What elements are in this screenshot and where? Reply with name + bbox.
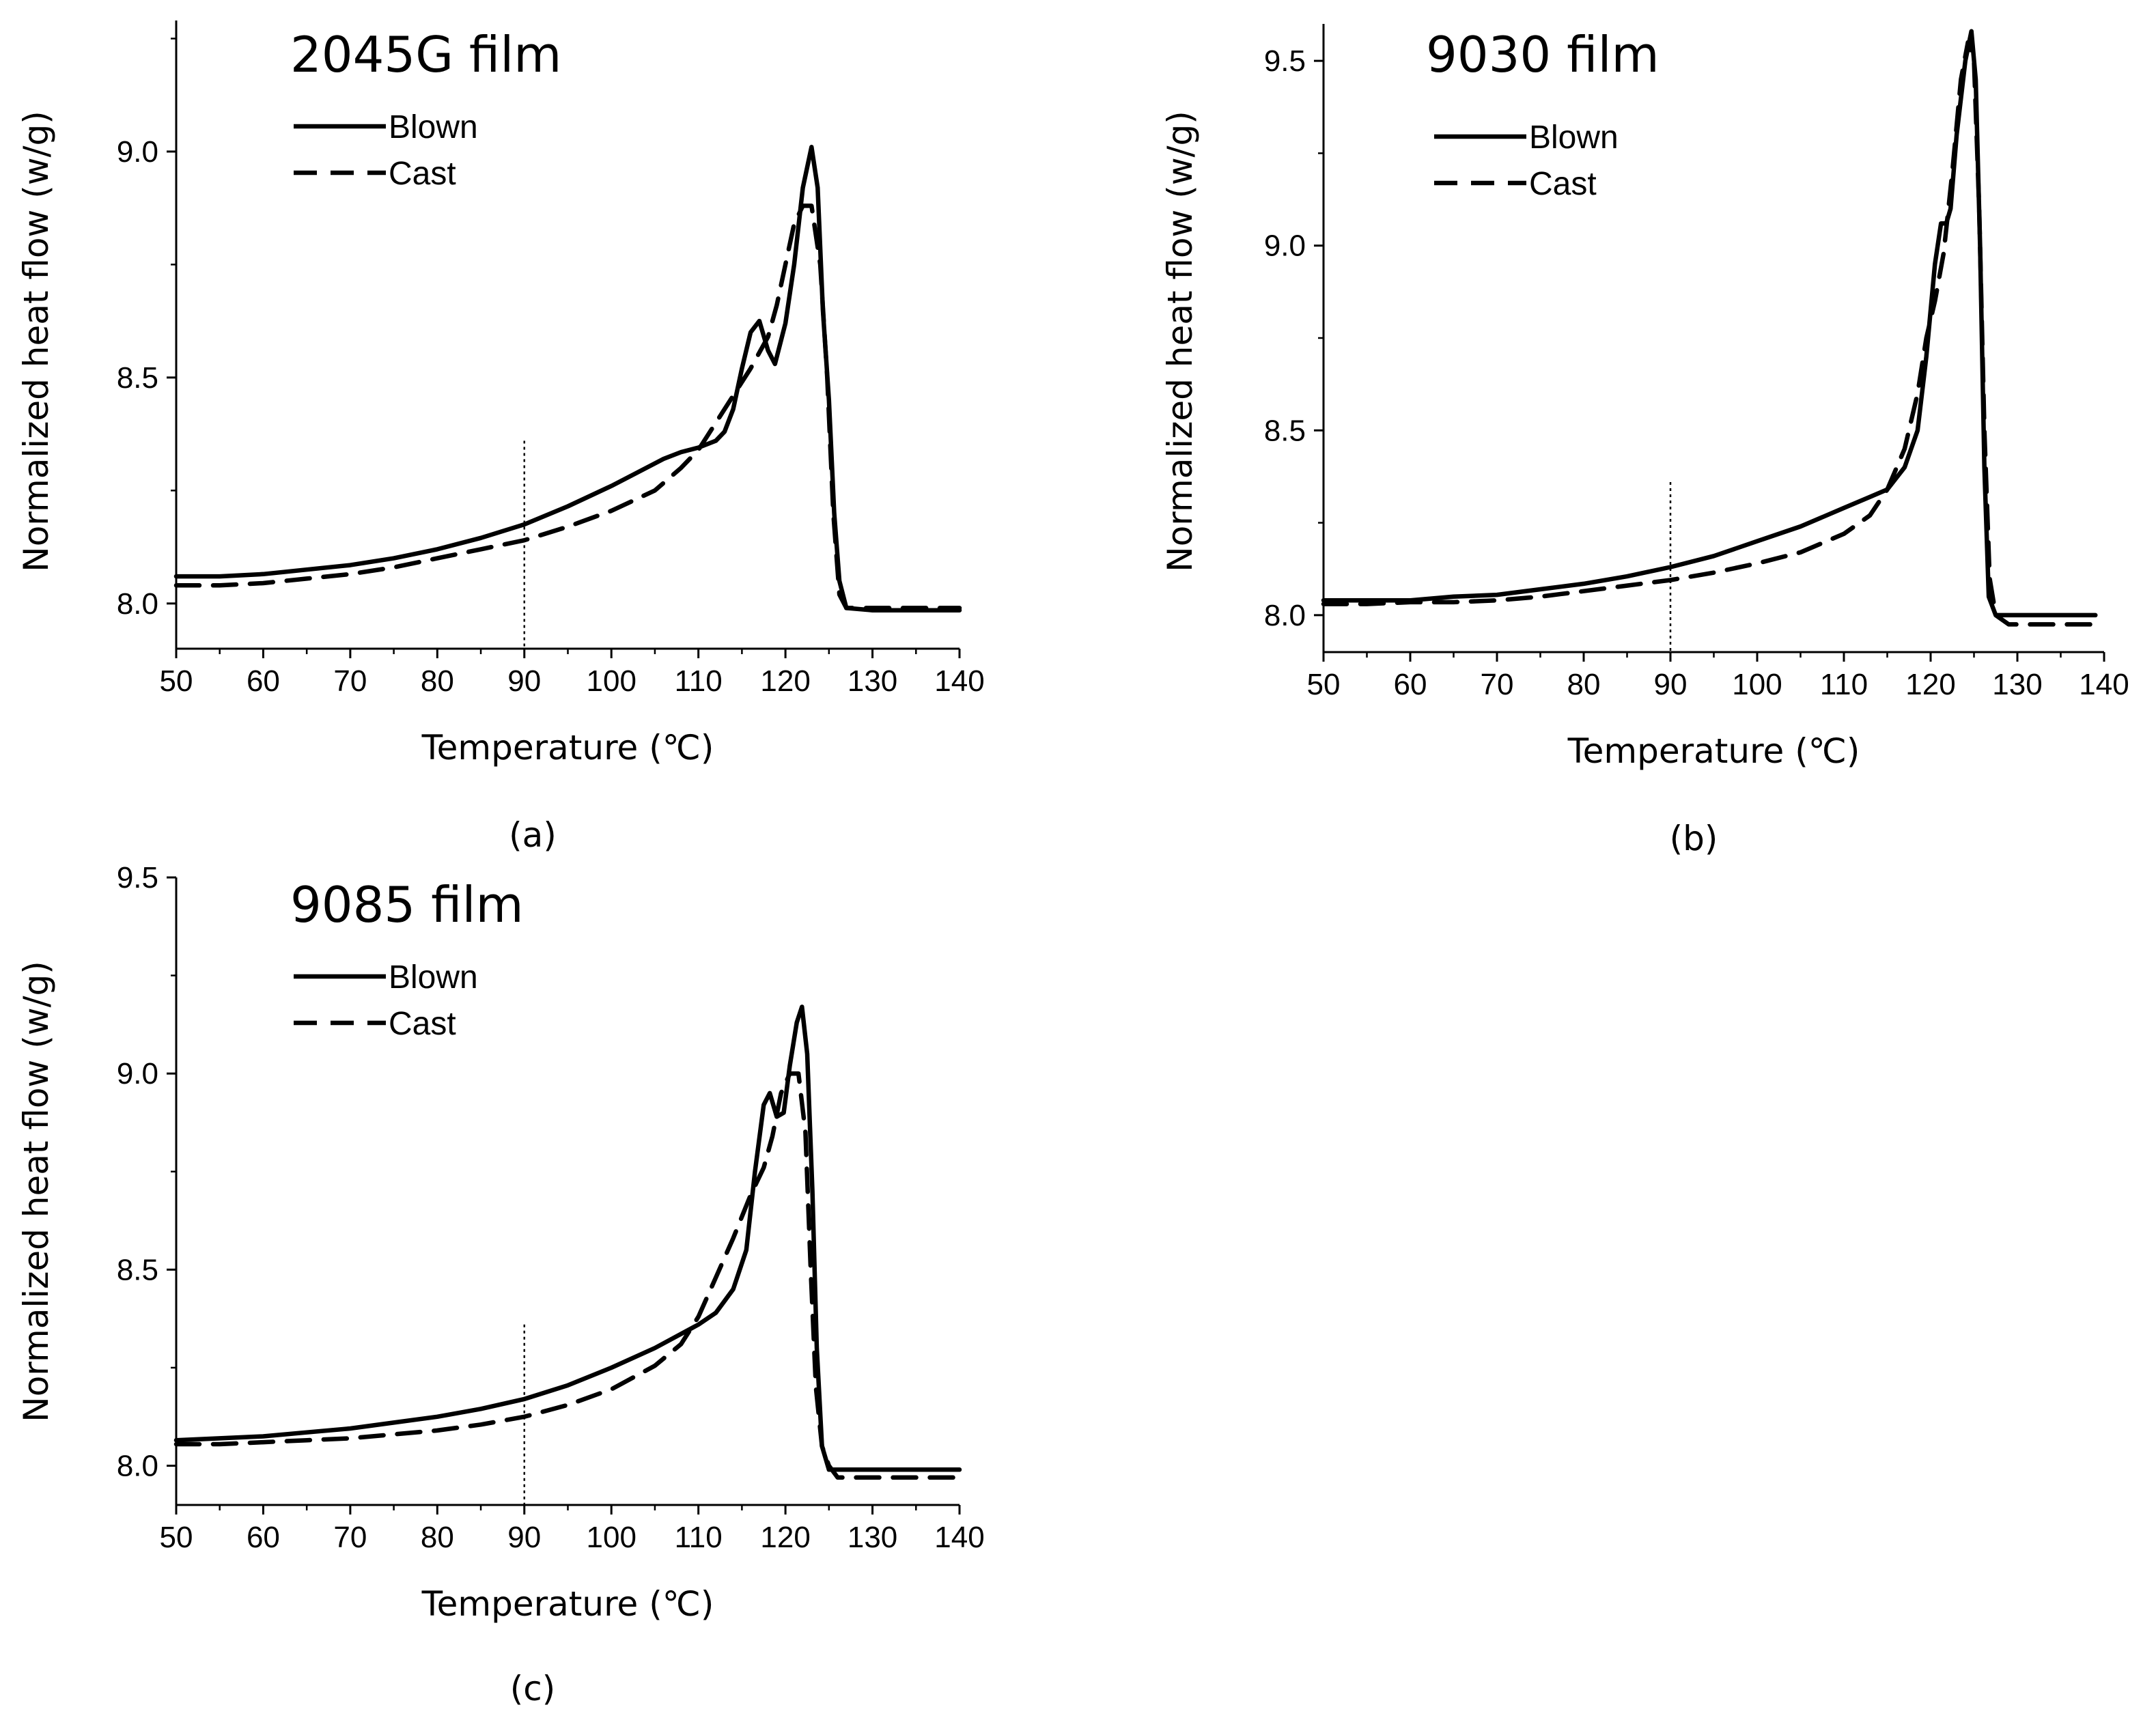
chart-c-x-tick-label: 120 (760, 1521, 810, 1554)
chart-c-x-tick-label: 130 (848, 1521, 897, 1554)
chart-b-legend-label-blown: Blown (1529, 119, 1619, 156)
chart-c-x-tick-label: 100 (587, 1521, 636, 1554)
chart-b-y-tick-label: 8.5 (1264, 414, 1306, 447)
chart-a-x-tick-label: 120 (760, 664, 810, 698)
chart-b-x-tick-label: 110 (1820, 668, 1868, 701)
chart-b-x-tick-label: 120 (1905, 668, 1955, 701)
chart-b-x-tick-label: 140 (2079, 668, 2129, 701)
chart-b-ticks: 50 60 70 80 90 100 110 120 130 140 8.0 8.5 9.0 9.5 (1264, 44, 2129, 701)
chart-c-y-tick-label: 8.0 (117, 1450, 158, 1483)
chart-c-ticks: 50 60 70 80 90 100 110 120 130 140 8.0 8.5 9.0 9.5 (117, 861, 985, 1554)
chart-b-legend-label-cast: Cast (1529, 166, 1597, 202)
chart-c-y-tick-label: 9.0 (117, 1057, 158, 1090)
chart-a-y-axis-label: Normalized heat flow (w/g) (16, 111, 56, 572)
chart-a-x-axis-label: Temperature (℃) (421, 728, 714, 768)
chart-b-x-tick-label: 130 (1992, 668, 2042, 701)
chart-a-x-tick-label: 90 (507, 664, 541, 698)
chart-panel-b: 50 60 70 80 90 100 110 120 130 140 8.0 8.5 9.0 9.5 90… (1160, 24, 2129, 858)
chart-a-legend: Blown Cast (294, 109, 478, 192)
chart-c-legend-label-blown: Blown (389, 959, 478, 996)
chart-a-y-tick-label: 8.5 (117, 361, 158, 395)
chart-c-x-tick-label: 60 (247, 1521, 280, 1554)
chart-c-x-tick-label: 110 (675, 1521, 723, 1554)
chart-a-x-tick-label: 140 (934, 664, 984, 698)
chart-c-x-tick-label: 70 (333, 1521, 367, 1554)
chart-a-x-tick-label: 100 (587, 664, 636, 698)
chart-b-caption: (b) (1670, 819, 1718, 858)
chart-a-y-tick-label: 8.0 (117, 587, 158, 621)
chart-b-x-tick-label: 50 (1307, 668, 1341, 701)
chart-c-title: 9085 film (290, 876, 524, 933)
chart-panel-c: 50 60 70 80 90 100 110 120 130 140 8.0 8.5 9.0 9.5 90… (16, 861, 985, 1708)
chart-b-title: 9030 film (1426, 26, 1660, 83)
chart-a-title: 2045G film (290, 26, 561, 83)
chart-b-x-tick-label: 60 (1394, 668, 1427, 701)
chart-c-series-blown (173, 1004, 962, 1472)
chart-b-legend: Blown Cast (1434, 119, 1619, 202)
chart-a-x-tick-label: 60 (247, 664, 280, 698)
chart-a-x-tick-label: 50 (160, 664, 193, 698)
chart-panel-a: 50 60 70 80 90 100 110 120 130 140 8.0 8.5 9.0 2045G… (16, 20, 985, 855)
chart-c-legend-label-cast: Cast (389, 1006, 456, 1042)
chart-c-y-tick-label: 9.5 (117, 861, 158, 895)
chart-c-legend: Blown Cast (294, 959, 478, 1042)
chart-b-series-cast (1321, 40, 2098, 627)
chart-b-series (1321, 29, 2098, 627)
chart-b-x-tick-label: 70 (1481, 668, 1514, 701)
chart-c-x-tick-label: 80 (421, 1521, 454, 1554)
chart-a-x-tick-label: 80 (421, 664, 454, 698)
chart-a-series (173, 145, 962, 612)
chart-b-x-axis-label: Temperature (℃) (1567, 731, 1860, 771)
chart-b-x-tick-label: 80 (1567, 668, 1601, 701)
chart-b-x-tick-label: 90 (1654, 668, 1688, 701)
chart-a-legend-label-blown: Blown (389, 109, 478, 145)
chart-b-y-tick-label: 9.0 (1264, 229, 1306, 263)
chart-a-ticks: 50 60 70 80 90 100 110 120 130 140 8.0 8.5 9.0 (117, 38, 985, 698)
chart-a-x-tick-label: 130 (848, 664, 897, 698)
chart-c-y-tick-label: 8.5 (117, 1253, 158, 1286)
chart-c-y-axis-label: Normalized heat flow (w/g) (16, 961, 56, 1422)
chart-c-series (173, 1004, 962, 1480)
chart-a-legend-label-cast: Cast (389, 156, 456, 192)
chart-a-y-tick-label: 9.0 (117, 135, 158, 169)
chart-b-y-tick-label: 8.0 (1264, 599, 1306, 632)
chart-c-x-axis-label: Temperature (℃) (421, 1584, 714, 1624)
chart-a-caption: (a) (509, 815, 557, 855)
chart-a-x-tick-label: 70 (333, 664, 367, 698)
chart-c-x-tick-label: 90 (507, 1521, 541, 1554)
chart-c-x-tick-label: 50 (160, 1521, 193, 1554)
chart-b-y-tick-label: 9.5 (1264, 44, 1306, 78)
chart-b-y-axis-label: Normalized heat flow (w/g) (1160, 111, 1200, 572)
chart-a-x-tick-label: 110 (675, 664, 723, 698)
chart-c-caption: (c) (510, 1669, 556, 1708)
chart-c-series-cast (173, 1071, 962, 1480)
chart-b-x-tick-label: 100 (1732, 668, 1782, 701)
chart-c-x-tick-label: 140 (934, 1521, 984, 1554)
